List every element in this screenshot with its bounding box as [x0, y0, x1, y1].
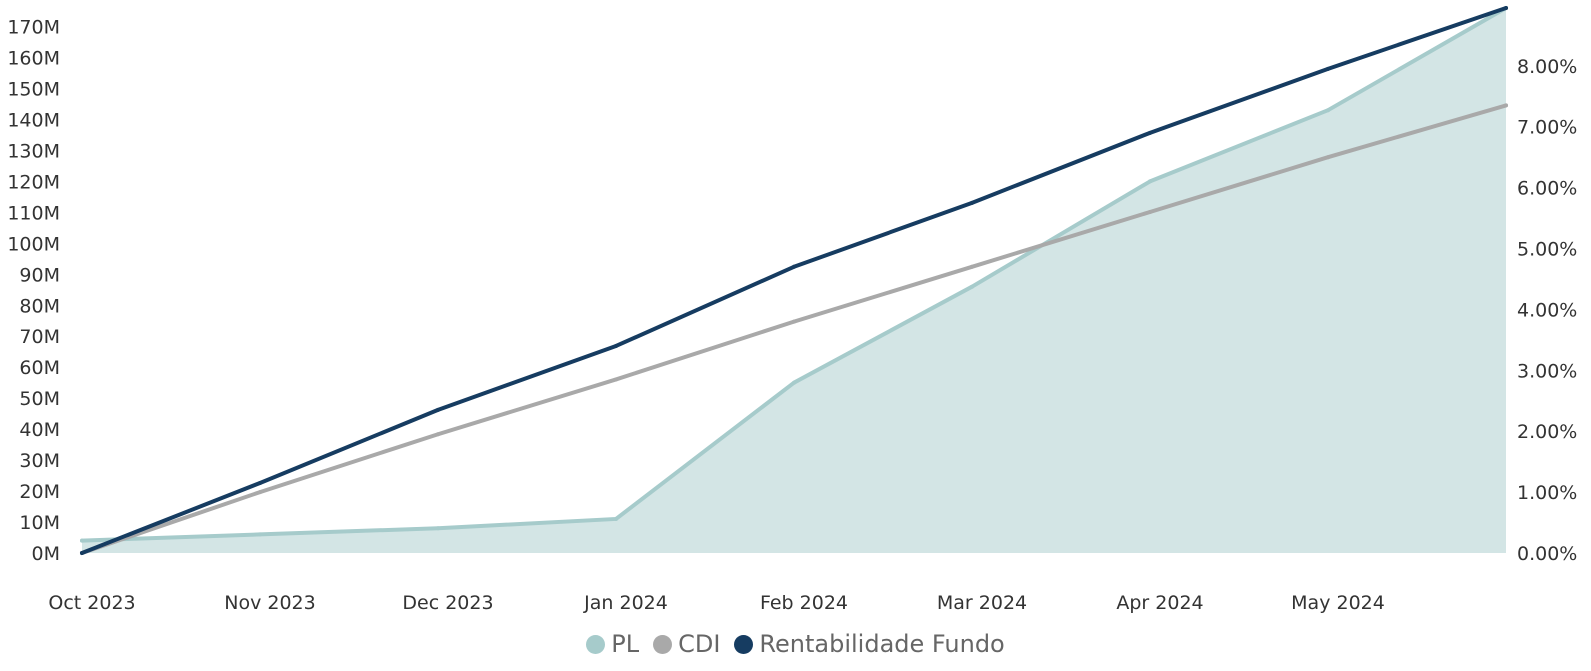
- rentabilidade-fundo-point-7: [1326, 66, 1330, 71]
- left-y-tick-label: 40M: [19, 419, 60, 441]
- left-y-tick-label: 80M: [19, 295, 60, 317]
- cdi-point-7: [1326, 155, 1330, 160]
- cdi-point-4: [792, 319, 796, 324]
- x-tick-label: Oct 2023: [48, 592, 135, 614]
- rentabilidade-fundo-point-8: [1504, 6, 1508, 10]
- left-y-tick-label: 150M: [7, 79, 60, 101]
- left-y-tick-label: 0M: [32, 543, 60, 565]
- rentabilidade-fundo-point-6: [1148, 130, 1152, 135]
- right-y-tick-label: 1.00%: [1517, 482, 1577, 504]
- rentabilidade-fundo-point-5: [970, 200, 974, 205]
- x-tick-label: May 2024: [1291, 592, 1385, 614]
- right-y-tick-label: 2.00%: [1517, 421, 1577, 443]
- rentabilidade-fundo-point-1: [258, 480, 262, 485]
- left-y-tick-label: 90M: [19, 264, 60, 286]
- x-tick-label: Jan 2024: [583, 592, 668, 614]
- left-y-tick-label: 60M: [19, 357, 60, 379]
- cdi-point-8: [1504, 103, 1508, 108]
- rentabilidade-fundo-point-0: [80, 551, 84, 555]
- pl-point-2: [436, 526, 440, 531]
- pl-point-7: [1326, 108, 1330, 113]
- left-y-tick-label: 100M: [7, 233, 60, 255]
- pl-point-1: [258, 532, 262, 537]
- left-y-tick-label: 170M: [7, 17, 60, 39]
- legend-label-cdi: CDI: [678, 630, 721, 658]
- left-y-tick-label: 50M: [19, 388, 60, 410]
- legend-item-cdi[interactable]: CDI: [653, 630, 720, 658]
- left-y-tick-label: 160M: [7, 48, 60, 70]
- cdi-point-6: [1148, 209, 1152, 214]
- legend-marker-rentabilidade-fundo: [734, 634, 754, 654]
- x-tick-label: Dec 2023: [402, 592, 493, 614]
- left-y-tick-label: 110M: [7, 202, 60, 224]
- legend-label-rentabilidade-fundo: Rentabilidade Fundo: [759, 630, 1005, 658]
- pl-point-3: [614, 516, 618, 521]
- cdi-point-1: [258, 490, 262, 495]
- right-y-tick-label: 6.00%: [1517, 178, 1577, 200]
- pl-point-4: [792, 380, 796, 385]
- pl-point-6: [1148, 179, 1152, 184]
- x-axis: Oct 2023 Nov 2023 Dec 2023 Jan 2024 Feb 2024…: [48, 592, 1384, 614]
- right-y-tick-label: 3.00%: [1517, 360, 1577, 382]
- pl-area: [82, 8, 1506, 553]
- x-tick-label: Nov 2023: [224, 592, 315, 614]
- left-y-tick-label: 140M: [7, 109, 60, 131]
- legend-item-pl[interactable]: PL: [586, 630, 639, 658]
- legend: PL CDI Rentabilidade Fundo: [0, 626, 1591, 662]
- x-tick-label: Mar 2024: [937, 592, 1027, 614]
- right-y-axis: 0.00% 1.00% 2.00% 3.00% 4.00% 5.00% 6.00% 7.00%…: [1517, 56, 1577, 565]
- cdi-point-3: [614, 377, 618, 382]
- left-y-tick-label: 70M: [19, 326, 60, 348]
- right-y-tick-label: 0.00%: [1517, 543, 1577, 565]
- chart: 0M 10M 20M 30M 40M 50M 60M 70M 80M 90M 100M 110M 120…: [7, 6, 1577, 614]
- left-y-tick-label: 120M: [7, 171, 60, 193]
- plot-area: [80, 6, 1508, 555]
- right-y-tick-label: 4.00%: [1517, 299, 1577, 321]
- right-y-tick-label: 8.00%: [1517, 56, 1577, 78]
- left-y-tick-label: 130M: [7, 140, 60, 162]
- legend-label-pl: PL: [611, 630, 640, 658]
- cdi-point-5: [970, 264, 974, 269]
- left-y-tick-label: 20M: [19, 481, 60, 503]
- rentabilidade-fundo-point-4: [792, 264, 796, 269]
- rentabilidade-fundo-point-2: [436, 407, 440, 412]
- pl-point-0: [80, 538, 84, 543]
- legend-marker-cdi: [653, 634, 673, 654]
- left-y-axis: 0M 10M 20M 30M 40M 50M 60M 70M 80M 90M 100M 110M 120…: [7, 17, 60, 565]
- pl-point-5: [970, 284, 974, 289]
- left-y-tick-label: 10M: [19, 512, 60, 534]
- right-y-tick-label: 5.00%: [1517, 239, 1577, 261]
- rentabilidade-fundo-point-3: [614, 343, 618, 348]
- legend-item-rentabilidade-fundo[interactable]: Rentabilidade Fundo: [734, 630, 1005, 658]
- right-y-tick-label: 7.00%: [1517, 117, 1577, 139]
- x-tick-label: Apr 2024: [1116, 592, 1203, 614]
- cdi-point-2: [436, 432, 440, 437]
- left-y-tick-label: 30M: [19, 450, 60, 472]
- legend-marker-pl: [586, 634, 606, 654]
- x-tick-label: Feb 2024: [760, 592, 848, 614]
